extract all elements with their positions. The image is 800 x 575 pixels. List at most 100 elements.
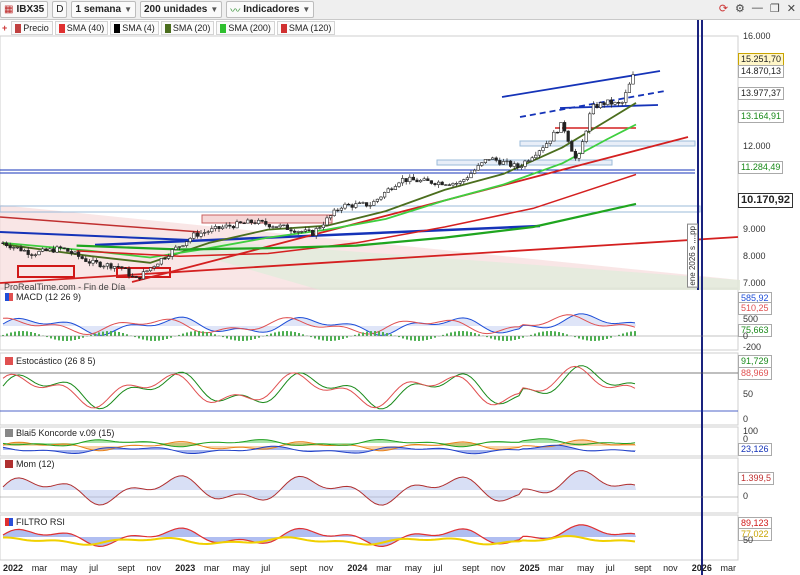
macd-histogram-bar [22, 331, 24, 336]
legend-item-sma120[interactable]: SMA (120) [276, 21, 336, 35]
macd-histogram-bar [162, 336, 164, 340]
y-tick: 0 [743, 414, 749, 424]
refresh-icon[interactable]: ⟳ [718, 3, 729, 15]
legend-item-sma20[interactable]: SMA (20) [160, 21, 215, 35]
macd-histogram-bar [454, 331, 456, 336]
candle [390, 187, 394, 192]
candle [346, 202, 351, 206]
x-tick-label: jul [433, 563, 443, 573]
x-tick-label: nov [146, 563, 162, 573]
macd-histogram-bar [546, 331, 548, 336]
macd-histogram-bar [274, 332, 276, 336]
rsi-filter-line [3, 534, 636, 546]
candle [271, 225, 275, 229]
macd-line-area [3, 313, 636, 336]
candle [98, 260, 102, 269]
macd-histogram-bar [550, 331, 552, 336]
candle [433, 182, 437, 187]
y-tick: 500 [743, 314, 759, 324]
candle [487, 159, 491, 161]
candle [152, 265, 156, 271]
candle [339, 206, 344, 214]
macd-histogram-bar [62, 336, 64, 341]
settings-icon[interactable]: ⚙ [735, 3, 745, 15]
macd-histogram-bar [502, 336, 504, 341]
macd-histogram-bar [146, 336, 148, 341]
macd-histogram-bar [122, 333, 124, 336]
candle [170, 248, 174, 260]
macd-histogram-bar [58, 336, 60, 341]
candle [609, 97, 613, 108]
candle [573, 148, 577, 161]
macd-histogram-bar [518, 336, 520, 339]
macd-histogram-bar [226, 336, 228, 339]
macd-histogram-bar [310, 336, 312, 338]
color-swatch [220, 23, 227, 33]
macd-histogram-bar [610, 336, 612, 338]
candle [235, 219, 239, 229]
macd-histogram-bar [422, 336, 424, 341]
blai-title: Blai5 Koncorde v.09 (15) [3, 428, 117, 438]
candle [188, 237, 192, 244]
macd-histogram-bar [330, 336, 332, 341]
candle [361, 201, 365, 204]
macd-histogram-bar [506, 336, 508, 341]
macd-histogram-bar [426, 336, 428, 340]
x-tick-label: may [60, 563, 78, 573]
legend-item-sma40[interactable]: SMA (40) [54, 21, 109, 35]
candle [364, 202, 369, 208]
macd-histogram-bar [602, 336, 604, 340]
stoch-icon [5, 357, 13, 365]
rsi-tag: 77,022 [738, 528, 772, 541]
macd-histogram-bar [598, 336, 600, 341]
candle [80, 255, 84, 260]
candle [267, 223, 272, 229]
candle [69, 249, 73, 256]
restore-icon[interactable]: ❐ [769, 3, 780, 15]
units-selector[interactable]: 200 unidades ▼ [140, 1, 223, 18]
candle [300, 230, 304, 234]
macd-histogram-bar [110, 331, 112, 336]
candle [498, 157, 502, 166]
candle [382, 191, 387, 200]
candle [91, 257, 95, 267]
candle [30, 253, 34, 259]
macd-histogram-bar [198, 331, 200, 336]
legend-item-sma4[interactable]: SMA (4) [110, 21, 159, 35]
legend-item-sma200[interactable]: SMA (200) [216, 21, 275, 35]
macd-tag: 75,663 [738, 324, 772, 337]
macd-histogram-bar [106, 331, 108, 336]
candle [195, 229, 200, 239]
candle [73, 250, 77, 255]
color-swatch [58, 23, 65, 33]
indicators-button[interactable]: 〰 Indicadores ▼ [226, 1, 315, 18]
candle [580, 139, 585, 154]
candle [400, 175, 405, 186]
candle [562, 120, 567, 134]
add-icon[interactable]: + [2, 23, 8, 33]
candle [418, 179, 423, 183]
support-box [17, 265, 75, 278]
minimize-icon[interactable]: — [751, 2, 763, 14]
rsi-icon [5, 518, 13, 526]
info-button[interactable]: D [52, 1, 68, 18]
macd-histogram-bar [234, 336, 236, 341]
candle [177, 246, 182, 251]
rsi-title: FILTRO RSI [3, 517, 67, 527]
candle [8, 242, 12, 250]
legend-item-precio[interactable]: Precio [11, 21, 53, 35]
candle [404, 178, 408, 185]
blai-tag: 23,126 [738, 443, 772, 456]
candle [591, 101, 595, 115]
candle [465, 175, 470, 182]
close-icon[interactable]: ✕ [786, 3, 796, 15]
macd-histogram-bar [290, 331, 292, 336]
period-selector[interactable]: 1 semana ▼ [71, 1, 136, 18]
candle [278, 223, 282, 229]
downtrend-line [0, 216, 201, 233]
rsi-line-area [3, 524, 636, 547]
indicator-legend: + Precio SMA (40) SMA (4) SMA (20) SMA (… [0, 20, 700, 36]
candle [451, 182, 455, 188]
symbol-selector[interactable]: ▦ IBX35 [0, 1, 49, 18]
